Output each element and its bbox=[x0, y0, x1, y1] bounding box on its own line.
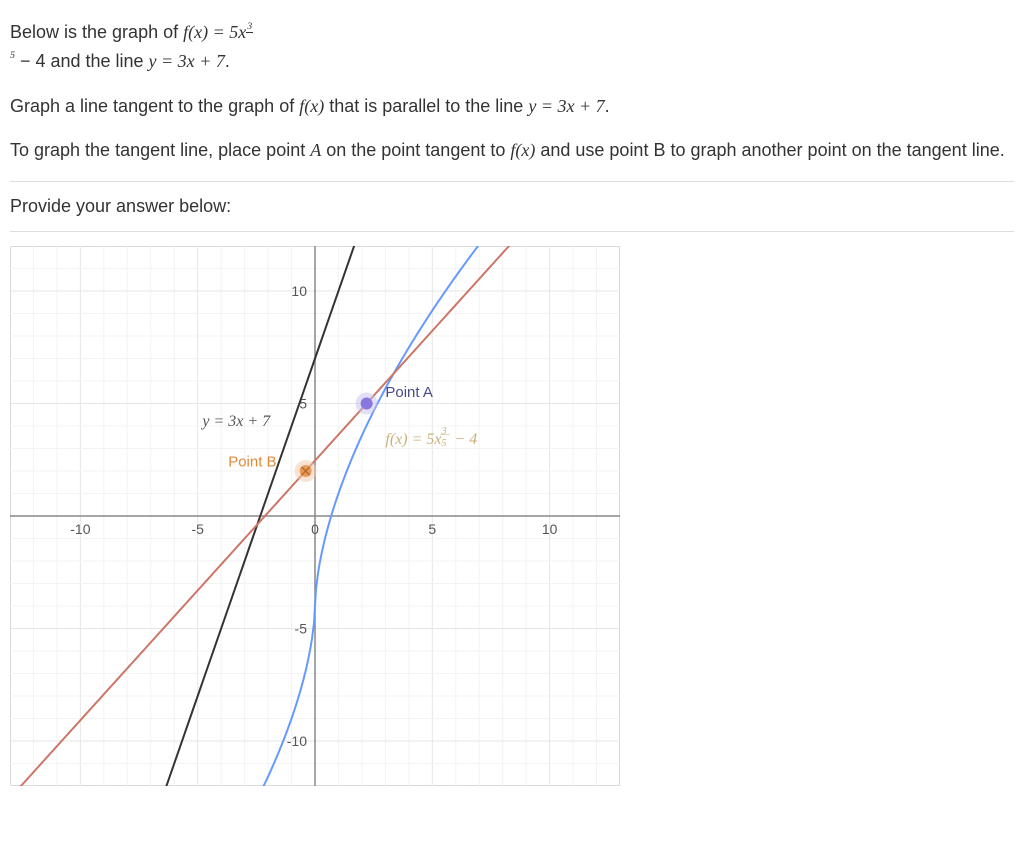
svg-text:10: 10 bbox=[542, 521, 558, 537]
math-line: y = 3x + 7 bbox=[528, 96, 604, 116]
svg-text:10: 10 bbox=[291, 283, 307, 299]
text: Below is the graph of bbox=[10, 22, 183, 42]
divider bbox=[10, 181, 1014, 182]
answer-prompt: Provide your answer below: bbox=[10, 196, 1014, 217]
math-fx: f(x) bbox=[510, 140, 535, 160]
svg-text:-5: -5 bbox=[191, 521, 204, 537]
tangent-graph[interactable]: -10-50510-10-5510f(x) = 5x3—5 − 4y = 3x … bbox=[10, 246, 620, 786]
problem-line-3: To graph the tangent line, place point A… bbox=[10, 136, 1014, 165]
math-fx: f(x) bbox=[299, 96, 324, 116]
svg-text:Point B: Point B bbox=[228, 454, 276, 471]
divider bbox=[10, 231, 1014, 232]
problem-line-1: Below is the graph of f(x) = 5x35 − 4 an… bbox=[10, 18, 1014, 76]
math-A: A bbox=[310, 140, 321, 160]
svg-text:0: 0 bbox=[311, 521, 319, 537]
graph-container: -10-50510-10-5510f(x) = 5x3—5 − 4y = 3x … bbox=[10, 246, 1014, 791]
svg-text:-5: -5 bbox=[295, 621, 308, 637]
problem-line-2: Graph a line tangent to the graph of f(x… bbox=[10, 92, 1014, 121]
svg-text:f(x) = 5x3—5 − 4: f(x) = 5x3—5 − 4 bbox=[385, 426, 477, 449]
svg-text:5: 5 bbox=[428, 521, 436, 537]
text: − 4 and the line bbox=[15, 51, 149, 71]
svg-text:Point A: Point A bbox=[385, 384, 433, 401]
svg-text:y = 3x + 7: y = 3x + 7 bbox=[200, 413, 271, 430]
math-line: y = 3x + 7 bbox=[149, 51, 225, 71]
svg-text:-10: -10 bbox=[70, 521, 90, 537]
problem-statement: Below is the graph of f(x) = 5x35 − 4 an… bbox=[10, 18, 1014, 165]
svg-text:-10: -10 bbox=[287, 733, 307, 749]
